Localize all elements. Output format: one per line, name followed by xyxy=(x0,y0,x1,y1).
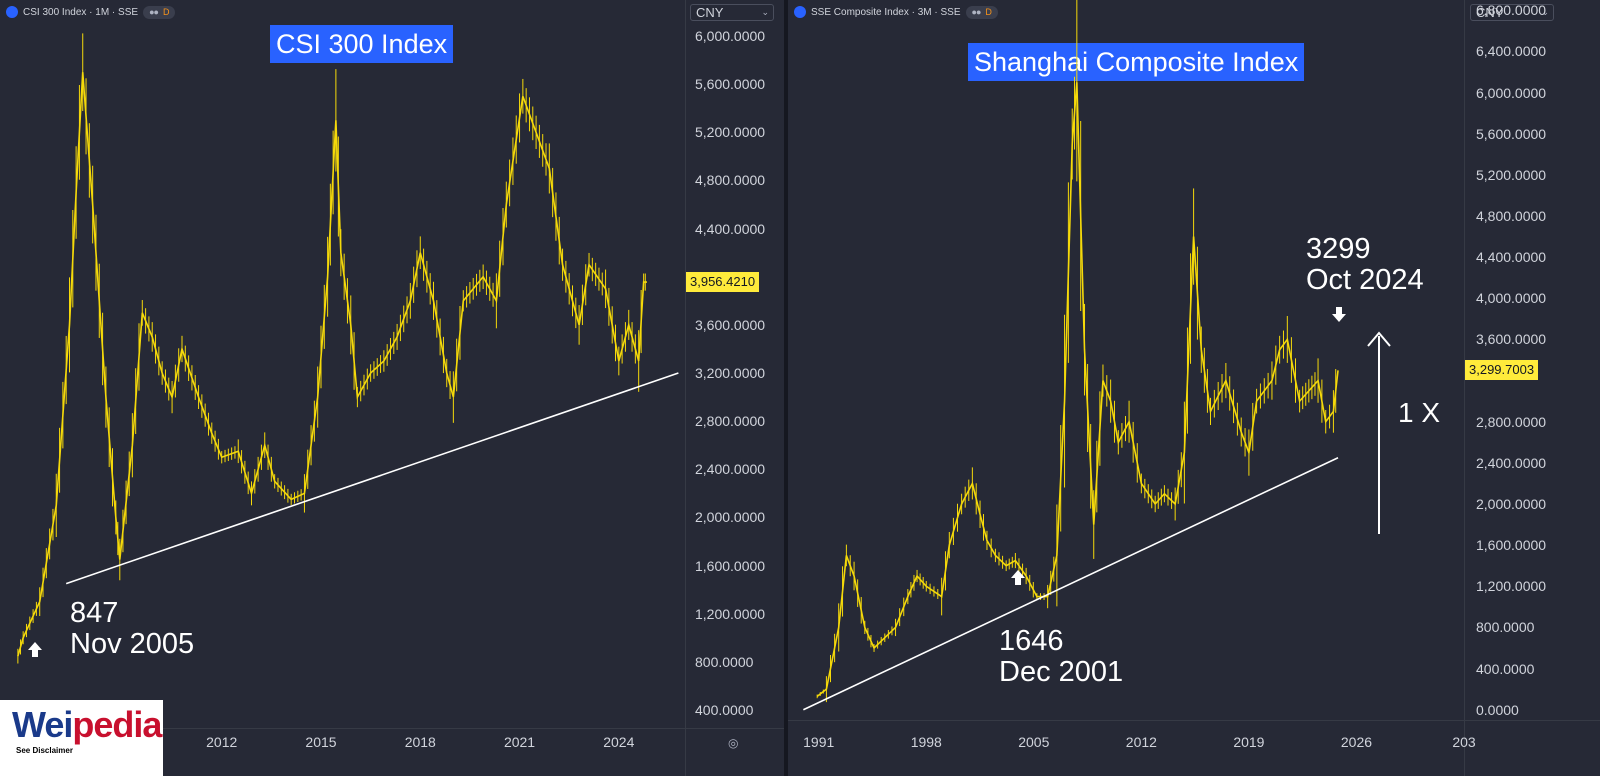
symbol-icon xyxy=(794,6,806,18)
time-tick-label: 2012 xyxy=(206,734,238,750)
currency-select[interactable]: CNY ⌄ xyxy=(690,4,774,21)
time-tick-label: 2026 xyxy=(1340,734,1373,750)
low-annotation-value: 1646 xyxy=(999,625,1064,657)
price-tick-label: 3,600.0000 xyxy=(1476,331,1547,348)
status-pill[interactable]: ●● D xyxy=(965,5,998,19)
time-tick-label: 2021 xyxy=(503,734,536,750)
last-price-tag: 3,299.7003 xyxy=(1465,360,1539,381)
data-flag: D xyxy=(985,7,992,17)
time-tick-label: 2019 xyxy=(1233,734,1265,750)
price-tick-label: 1,200.0000 xyxy=(1476,578,1547,595)
shanghai-plot[interactable] xyxy=(788,0,1600,776)
chart-title: Shanghai Composite Index xyxy=(968,43,1305,81)
price-tick-label: 1,600.0000 xyxy=(1476,537,1547,554)
multiple-label: 1 X xyxy=(1398,397,1441,428)
price-tick-label: 6,000.0000 xyxy=(1476,84,1547,101)
price-tick-label: 5,200.0000 xyxy=(1476,166,1547,183)
arrow-up-icon xyxy=(28,642,42,657)
csi300-plot[interactable] xyxy=(0,0,784,776)
price-tick-label: 800.0000 xyxy=(695,653,754,670)
time-axis-separator xyxy=(788,720,1600,721)
currency-value: CNY xyxy=(696,5,724,20)
growth-arrow-head xyxy=(1367,331,1391,347)
price-tick-label: 5,600.0000 xyxy=(1476,125,1547,142)
shanghai-chart-panel[interactable]: SSE Composite Index · 3M · SSE ●● D CNY … xyxy=(788,0,1600,776)
price-tick-label: 6,400.0000 xyxy=(1476,43,1547,60)
chart-title: CSI 300 Index xyxy=(270,25,454,63)
csi300-chart-panel[interactable]: CSI 300 Index · 1M · SSE ●● D CNY ⌄ CSI … xyxy=(0,0,784,776)
price-tick-label: 1,200.0000 xyxy=(695,605,766,622)
currency-select[interactable]: CNY ⌄ xyxy=(1470,4,1554,21)
chevron-down-icon: ⌄ xyxy=(1541,7,1549,17)
low-annotation-date: Dec 2001 xyxy=(999,656,1124,688)
price-tick-label: 400.0000 xyxy=(1476,660,1535,677)
price-tick-label: 3,600.0000 xyxy=(695,316,766,333)
price-tick-label: 4,800.0000 xyxy=(695,172,766,189)
time-axis-separator xyxy=(0,728,784,729)
chart-header: SSE Composite Index · 3M · SSE ●● D xyxy=(794,4,998,20)
symbol-icon xyxy=(6,6,18,18)
price-tick-label: 2,800.0000 xyxy=(695,413,766,430)
price-tick-label: 400.0000 xyxy=(695,701,754,718)
high-annotation: 3299 Oct 2024 xyxy=(1306,234,1424,296)
price-tick-label: 2,400.0000 xyxy=(695,461,766,478)
time-tick-label: 2024 xyxy=(603,734,635,750)
chart-header: CSI 300 Index · 1M · SSE ●● D xyxy=(6,4,176,20)
low-annotation: 1646 Dec 2001 xyxy=(999,626,1123,688)
high-annotation-date: Oct 2024 xyxy=(1306,264,1424,296)
price-tick-label: 2,000.0000 xyxy=(695,509,766,526)
price-tick-label: 0.0000 xyxy=(1476,701,1519,718)
disclaimer-note: See Disclaimer xyxy=(16,746,73,755)
time-tick-label: 2018 xyxy=(404,734,436,750)
price-line xyxy=(17,72,647,657)
price-tick-label: 4,000.0000 xyxy=(1476,290,1547,307)
price-tick-label: 5,200.0000 xyxy=(695,124,766,141)
low-annotation: 847 Nov 2005 xyxy=(70,598,194,660)
low-annotation-date: Nov 2005 xyxy=(70,628,195,660)
price-tick-label: 1,600.0000 xyxy=(695,557,766,574)
gear-icon[interactable]: ◎ xyxy=(728,736,739,750)
time-tick-label: 1991 xyxy=(803,734,835,750)
panel-divider xyxy=(784,0,788,776)
time-tick-label: 203 xyxy=(1452,734,1476,750)
price-axis-separator xyxy=(685,0,686,776)
logo-wordmark: Weipedia xyxy=(12,704,162,745)
time-tick-label: 2005 xyxy=(1018,734,1050,750)
price-tick-label: 2,000.0000 xyxy=(1476,496,1547,512)
high-annotation-value: 3299 xyxy=(1306,233,1371,265)
arrow-down-icon xyxy=(1332,307,1346,322)
price-tick-label: 800.0000 xyxy=(1476,619,1535,636)
price-axis-separator xyxy=(1464,0,1465,776)
weipedia-logo: Weipedia See Disclaimer xyxy=(0,700,163,776)
price-tick-label: 2,400.0000 xyxy=(1476,454,1547,471)
time-tick-label: 2012 xyxy=(1125,734,1157,750)
price-tick-label: 3,200.0000 xyxy=(695,365,766,382)
symbol-label[interactable]: SSE Composite Index · 3M · SSE xyxy=(811,6,961,18)
status-pill[interactable]: ●● D xyxy=(143,5,176,19)
support-trendline xyxy=(803,456,1339,711)
arrow-up-icon xyxy=(1011,570,1025,585)
currency-value: CNY xyxy=(1476,5,1504,20)
price-tick-label: 6,000.0000 xyxy=(695,28,766,45)
price-line xyxy=(816,82,1339,697)
price-tick-label: 4,400.0000 xyxy=(1476,249,1547,266)
data-flag: D xyxy=(162,7,170,17)
symbol-label[interactable]: CSI 300 Index · 1M · SSE xyxy=(23,6,139,18)
price-tick-label: 4,800.0000 xyxy=(1476,208,1547,224)
price-tick-label: 6,800.0000 xyxy=(1476,2,1547,19)
chevron-down-icon: ⌄ xyxy=(761,7,769,17)
more-dots-icon: ●● xyxy=(971,7,982,17)
more-dots-icon: ●● xyxy=(149,7,159,17)
last-price-tag: 3,956.4210 xyxy=(686,272,760,292)
price-tick-label: 2,800.0000 xyxy=(1476,413,1547,430)
time-tick-label: 2015 xyxy=(305,734,337,750)
price-tick-label: 4,400.0000 xyxy=(695,220,766,237)
time-tick-label: 1998 xyxy=(910,734,942,750)
price-tick-label: 5,600.0000 xyxy=(695,76,766,93)
low-annotation-value: 847 xyxy=(70,597,119,629)
support-trendline xyxy=(65,372,679,585)
